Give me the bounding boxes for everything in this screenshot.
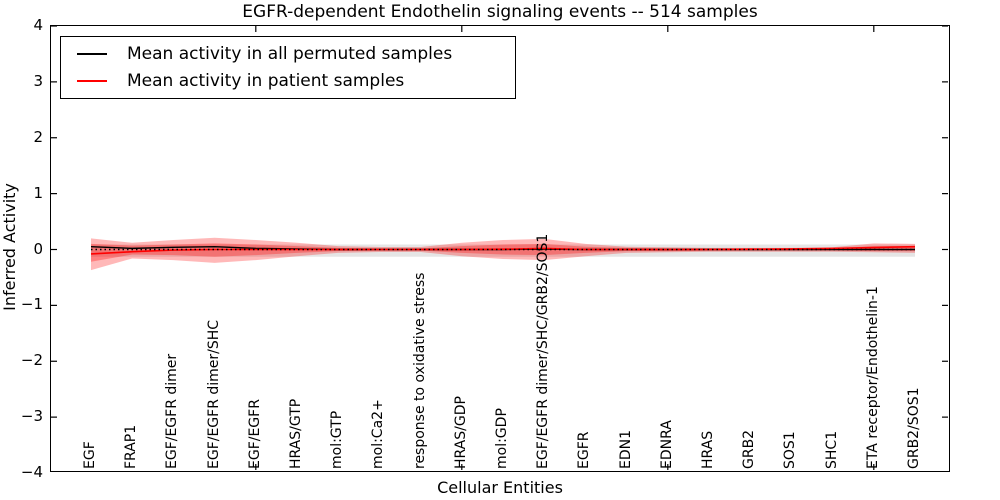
legend-entry-permuted: Mean activity in all permuted samples	[61, 44, 515, 64]
x-tick-label: HRAS/GDP	[452, 396, 469, 469]
x-tick-label: FRAP1	[123, 424, 140, 469]
legend-entry-patient: Mean activity in patient samples	[61, 71, 515, 91]
y-tick-label: −1	[20, 295, 43, 314]
x-tick-label: ETA receptor/Endothelin-1	[864, 286, 881, 469]
x-tick-label: EGF/EGFR dimer/SHC/GRB2/SOS1	[535, 233, 552, 469]
y-tick-label: −2	[20, 351, 43, 370]
x-tick-label: HRAS	[700, 430, 716, 469]
x-tick-label: SOS1	[782, 431, 799, 469]
x-tick-label: EGF/EGFR dimer/SHC	[205, 319, 222, 469]
x-tick-label: GRB2/SOS1	[906, 387, 922, 469]
x-tick-label: EGF/EGFR	[246, 399, 263, 469]
permuted-line-swatch	[77, 53, 107, 56]
x-tick-label: mol:GTP	[329, 410, 346, 469]
x-tick-label: HRAS/GTP	[288, 398, 304, 469]
y-tick-label: 2	[33, 127, 43, 146]
x-tick-label: EGFR	[576, 431, 593, 469]
plot-area: Mean activity in all permuted samples Me…	[50, 25, 950, 472]
patient-outer-band	[91, 237, 915, 271]
y-tick-label: 4	[33, 16, 43, 34]
y-tick-label: 3	[33, 71, 43, 90]
legend-label: Mean activity in patient samples	[127, 70, 405, 91]
x-axis-label: Cellular Entities	[437, 478, 563, 497]
y-tick-label: 0	[33, 239, 43, 258]
patient-inner-band	[91, 243, 915, 262]
x-tick-label: EDNRA	[658, 420, 675, 469]
y-tick-label: 1	[33, 183, 43, 202]
x-tick-label: SHC1	[823, 430, 840, 469]
x-tick-label: EGF	[82, 441, 98, 469]
legend: Mean activity in all permuted samples Me…	[60, 36, 516, 99]
y-tick-label: −4	[20, 463, 43, 481]
chart-title: EGFR-dependent Endothelin signaling even…	[242, 2, 758, 22]
x-tick-label: response to oxidative stress	[411, 272, 428, 469]
permuted-range-band	[91, 244, 915, 257]
legend-label: Mean activity in all permuted samples	[127, 44, 453, 65]
x-tick-label: GRB2	[741, 429, 758, 469]
x-tick-label: EDN1	[617, 429, 634, 469]
y-tick-label: −3	[20, 407, 43, 426]
chart-canvas	[51, 26, 948, 470]
patient-line-swatch	[77, 79, 107, 82]
x-tick-label: EGF/EGFR dimer	[164, 353, 181, 469]
mean-activity-in-patient-samples-line	[90, 245, 916, 255]
x-tick-label: mol:GDP	[494, 408, 510, 469]
x-tick-label: mol:Ca2+	[370, 399, 387, 469]
